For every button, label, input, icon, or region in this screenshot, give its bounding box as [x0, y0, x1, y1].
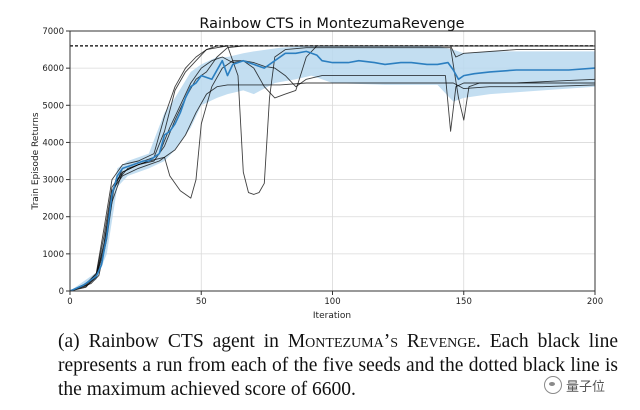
- chart-title: Rainbow CTS in MontezumaRevenge: [199, 16, 464, 32]
- y-tick-label: 0: [59, 287, 64, 297]
- y-tick-label: 6000: [42, 64, 64, 74]
- y-tick: 4000: [42, 138, 70, 148]
- y-tick-label: 3000: [42, 176, 64, 186]
- ticks-layer: 0 50 100 150 2000100020003000400050006000700…: [42, 27, 603, 307]
- y-tick: 1000: [42, 250, 70, 260]
- x-tick: 50: [196, 291, 207, 307]
- watermark: 量子位: [544, 373, 634, 397]
- y-tick-label: 5000: [42, 101, 64, 111]
- y-tick-label: 2000: [42, 213, 64, 223]
- x-tick: 100: [324, 291, 341, 307]
- x-tick: 200: [587, 291, 603, 307]
- y-tick: 3000: [42, 176, 70, 186]
- x-tick-label: 100: [324, 297, 340, 307]
- y-tick-label: 1000: [42, 250, 64, 260]
- run-line-3: [69, 60, 595, 292]
- x-tick: 0: [67, 291, 73, 307]
- caption-game-name: Montezuma’s Revenge: [287, 331, 476, 352]
- run-line-6: [69, 82, 596, 292]
- figure-caption: (a) Rainbow CTS agent in Montezuma’s Rev…: [58, 330, 618, 402]
- y-axis-label: Train Episode Returns: [31, 112, 41, 211]
- chart: Rainbow CTS in MontezumaRevenge 0 50 100 15…: [31, 16, 603, 321]
- wechat-icon: [544, 376, 562, 394]
- y-tick: 6000: [42, 64, 70, 74]
- y-tick: 5000: [42, 101, 70, 111]
- y-tick: 0: [59, 287, 70, 297]
- caption-prefix: (a) Rainbow CTS agent in: [58, 331, 288, 352]
- x-tick-label: 150: [456, 297, 472, 307]
- mean-line: [69, 50, 596, 292]
- y-tick-label: 7000: [42, 27, 64, 37]
- x-tick-label: 200: [587, 297, 603, 307]
- mean-line-layer: [69, 50, 596, 292]
- y-tick: 7000: [42, 27, 70, 37]
- caption-body: . Each black line represents a run from …: [58, 331, 618, 400]
- x-tick-label: 0: [67, 297, 72, 307]
- watermark-text: 量子位: [566, 379, 606, 395]
- y-tick: 2000: [42, 213, 70, 223]
- x-axis-label: Iteration: [313, 311, 351, 321]
- y-tick-label: 4000: [42, 138, 64, 148]
- x-tick-label: 50: [196, 297, 207, 307]
- x-tick: 150: [456, 291, 472, 307]
